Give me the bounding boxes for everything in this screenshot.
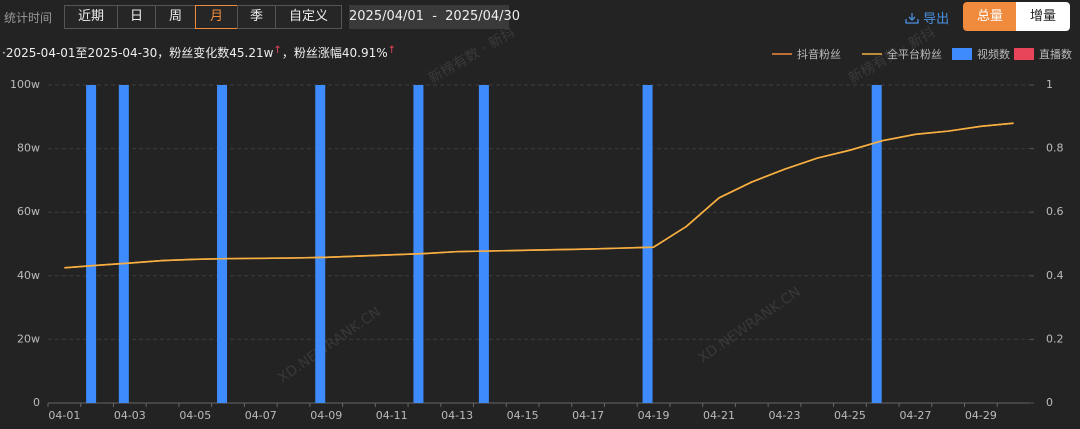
up-arrow: ↑ (273, 45, 282, 56)
y2-tick-label: 0.6 (1046, 205, 1064, 218)
x-tick-label: 04-15 (507, 409, 539, 422)
legend-swatch (952, 48, 972, 60)
x-tick-label: 04-09 (310, 409, 342, 422)
x-tick-label: 04-11 (376, 409, 408, 422)
y2-tick-label: 1 (1046, 78, 1053, 91)
x-tick-label: 04-01 (48, 409, 80, 422)
summary: ·2025-04-01至2025-04-30，粉丝变化数45.21w↑，粉丝涨幅… (2, 44, 396, 61)
x-tick-label: 04-17 (572, 409, 604, 422)
bar (871, 85, 882, 403)
summary-growth: ，粉丝涨幅40.91% (281, 46, 388, 60)
bar (217, 85, 228, 403)
x-tick-label: 04-27 (899, 409, 931, 422)
toggle-button[interactable]: 月 (195, 5, 238, 29)
legend-label: 全平台粉丝 (887, 47, 942, 61)
x-tick-label: 04-21 (703, 409, 735, 422)
toggle-button[interactable]: 日 (117, 5, 156, 29)
legend: 抖音粉丝 全平台粉丝 视频数 直播数 (772, 47, 1072, 61)
watermark: XD.NEWRANK.CN (695, 284, 803, 367)
date-range[interactable]: 2025/04/01 - 2025/04/30 (349, 5, 520, 29)
y2-tick-label: 0.8 (1046, 142, 1064, 155)
legend-label: 直播数 (1039, 47, 1072, 61)
line (64, 122, 1014, 269)
y2-tick-label: 0.2 (1046, 332, 1064, 345)
toggle-button[interactable]: 增量 (1016, 2, 1070, 31)
y2-tick-label: 0.4 (1046, 269, 1064, 282)
summary-change: ·2025-04-01至2025-04-30，粉丝变化数45.21w (2, 46, 274, 60)
bar (478, 85, 489, 403)
line (64, 122, 1014, 269)
legend-label: 视频数 (977, 47, 1010, 61)
export-icon (905, 13, 919, 24)
y-tick-label: 0 (33, 396, 40, 409)
bar (315, 85, 326, 403)
bar (642, 85, 653, 403)
y-tick-label: 40w (17, 269, 40, 282)
x-tick-label: 04-19 (638, 409, 670, 422)
watermark: 新榜有数 · 新抖 (846, 24, 939, 87)
y-tick-label: 60w (17, 205, 40, 218)
x-tick-label: 04-23 (769, 409, 801, 422)
up-arrow: ↑ (387, 45, 397, 56)
bar (118, 85, 129, 403)
x-tick-label: 04-05 (179, 409, 211, 422)
x-tick-label: 04-25 (834, 409, 866, 422)
toggle-button[interactable]: 总量 (963, 2, 1017, 31)
period-label: 统计时间 (4, 11, 53, 25)
legend-swatch (1014, 48, 1034, 60)
y-tick-label: 100w (10, 78, 40, 91)
watermark: 新榜有数 · 新抖 (426, 24, 519, 87)
legend-label: 抖音粉丝 (797, 47, 841, 61)
y2-tick-label: 0 (1046, 396, 1053, 409)
x-tick-label: 04-13 (441, 409, 473, 422)
y-tick-label: 80w (17, 142, 40, 155)
toggle-button[interactable]: 周 (155, 5, 196, 29)
x-tick-label: 04-03 (114, 409, 146, 422)
watermark: XD.NEWRANK.CN (275, 304, 383, 387)
bar (86, 85, 97, 403)
export-button[interactable]: 导出 (905, 8, 949, 27)
bar (413, 85, 424, 403)
x-tick-label: 04-29 (965, 409, 997, 422)
toggle-button[interactable]: 季 (237, 5, 276, 29)
toggle-button[interactable]: 自定义 (275, 5, 342, 29)
export-label: 导出 (923, 12, 950, 27)
y-tick-label: 20w (17, 332, 40, 345)
x-tick-label: 04-07 (245, 409, 277, 422)
toggle-button[interactable]: 近期 (64, 5, 118, 29)
